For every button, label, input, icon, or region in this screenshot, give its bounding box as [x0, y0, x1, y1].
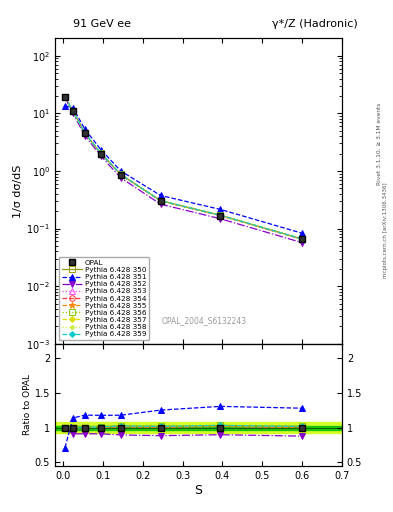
Text: 91 GeV ee: 91 GeV ee [73, 18, 131, 29]
Legend: OPAL, Pythia 6.428 350, Pythia 6.428 351, Pythia 6.428 352, Pythia 6.428 353, Py: OPAL, Pythia 6.428 350, Pythia 6.428 351… [59, 257, 149, 340]
Y-axis label: 1/σ dσ/dS: 1/σ dσ/dS [13, 164, 24, 218]
Text: mcplots.cern.ch [arXiv:1306.3436]: mcplots.cern.ch [arXiv:1306.3436] [384, 183, 388, 278]
Text: OPAL_2004_S6132243: OPAL_2004_S6132243 [162, 316, 247, 326]
Text: γ*/Z (Hadronic): γ*/Z (Hadronic) [272, 18, 357, 29]
X-axis label: S: S [195, 483, 202, 497]
Text: Rivet 3.1.10, ≥ 3.1M events: Rivet 3.1.10, ≥ 3.1M events [377, 102, 382, 184]
Y-axis label: Ratio to OPAL: Ratio to OPAL [23, 374, 32, 435]
